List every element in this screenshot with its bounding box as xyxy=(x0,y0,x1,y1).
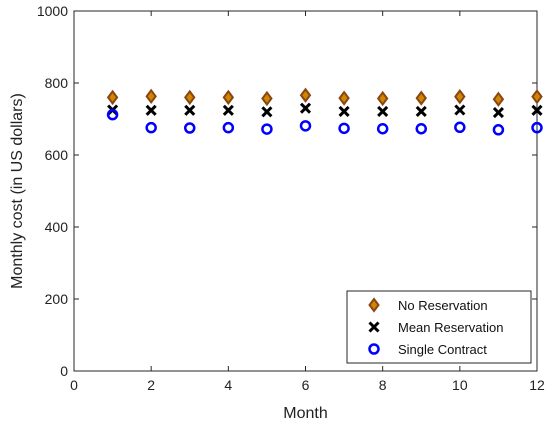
data-point xyxy=(492,124,505,136)
data-point xyxy=(299,102,312,114)
data-marks xyxy=(106,87,543,136)
data-point-stroke xyxy=(338,105,350,118)
data-point-stroke xyxy=(184,104,196,116)
data-point xyxy=(338,90,350,106)
data-point xyxy=(184,89,196,106)
data-point-stroke xyxy=(454,104,466,116)
data-point xyxy=(415,90,427,106)
data-point-stroke xyxy=(299,102,312,114)
legend-marker-stroke xyxy=(368,321,380,333)
data-point xyxy=(415,105,427,118)
series-0 xyxy=(106,87,543,107)
legend-label: Mean Reservation xyxy=(398,320,504,335)
x-tick-label: 10 xyxy=(452,377,468,393)
data-point xyxy=(106,108,119,121)
data-point xyxy=(261,123,273,135)
data-point xyxy=(222,104,234,116)
data-point xyxy=(145,104,157,116)
y-tick-label: 1000 xyxy=(37,3,68,19)
legend-marker xyxy=(368,321,380,333)
data-point xyxy=(261,90,273,107)
legend-marker xyxy=(368,297,380,313)
data-point xyxy=(222,121,235,134)
data-point xyxy=(145,88,157,104)
data-point-stroke xyxy=(222,104,234,116)
data-point xyxy=(454,89,466,105)
data-point xyxy=(299,120,312,132)
legend-label: No Reservation xyxy=(398,298,488,313)
series-2 xyxy=(106,108,543,136)
data-point xyxy=(376,122,389,135)
data-point xyxy=(376,90,389,107)
data-point xyxy=(338,122,350,135)
data-point xyxy=(106,89,119,106)
y-tick-label: 0 xyxy=(60,363,68,379)
data-point xyxy=(531,89,543,105)
data-point-stroke xyxy=(531,104,543,116)
data-point-stroke xyxy=(415,105,427,118)
data-point-stroke xyxy=(377,105,389,118)
data-point xyxy=(531,121,543,134)
y-tick-label: 400 xyxy=(45,219,69,235)
data-point-stroke xyxy=(492,106,504,119)
data-point xyxy=(145,121,157,134)
x-tick-label: 8 xyxy=(379,377,387,393)
y-tick-label: 200 xyxy=(45,291,69,307)
x-tick-label: 0 xyxy=(70,377,78,393)
x-tick-label: 12 xyxy=(529,377,545,393)
data-point xyxy=(492,106,504,119)
legend: No Reservation Mean Reservation Single Con… xyxy=(346,290,532,364)
data-point xyxy=(492,91,505,107)
y-tick-label: 600 xyxy=(45,147,69,163)
data-point-stroke xyxy=(261,106,273,118)
data-point xyxy=(222,89,235,106)
y-tick-label: 800 xyxy=(45,75,69,91)
data-point xyxy=(415,122,427,135)
x-tick-label: 6 xyxy=(302,377,310,393)
data-point xyxy=(299,87,312,103)
data-point-stroke xyxy=(145,104,157,116)
axis-ticks: 0 2 4 6 8 10 12 0 200 400 600 800 1000 xyxy=(37,3,545,393)
data-point xyxy=(454,121,466,134)
legend-label: Single Contract xyxy=(398,342,487,357)
data-point xyxy=(261,106,273,118)
data-point xyxy=(338,105,350,118)
data-point xyxy=(377,105,389,118)
x-tick-label: 2 xyxy=(147,377,155,393)
data-point xyxy=(454,104,466,116)
data-point xyxy=(184,104,196,116)
data-point xyxy=(531,104,543,116)
x-tick-label: 4 xyxy=(224,377,232,393)
y-axis-title: Monthly cost (in US dollars) xyxy=(9,93,26,289)
x-axis-title: Month xyxy=(283,405,327,422)
data-point xyxy=(184,122,196,134)
legend-marker xyxy=(368,343,380,355)
